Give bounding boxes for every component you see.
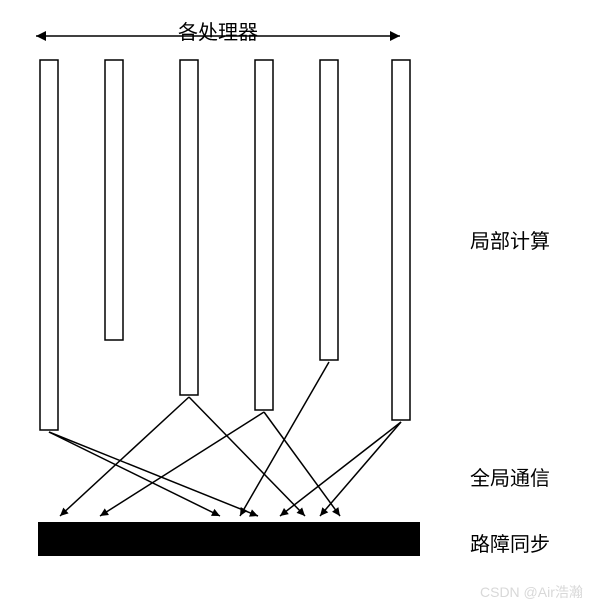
diagram-svg <box>0 0 600 602</box>
phase2-label: 全局通信 <box>470 462 550 491</box>
phase3-label: 路障同步 <box>470 528 550 557</box>
top-label: 各处理器 <box>178 16 258 45</box>
watermark: CSDN @Air浩瀚 <box>480 582 583 602</box>
bsp-diagram: 各处理器 局部计算 全局通信 路障同步 CSDN @Air浩瀚 <box>0 0 600 602</box>
phase1-label: 局部计算 <box>470 225 550 254</box>
